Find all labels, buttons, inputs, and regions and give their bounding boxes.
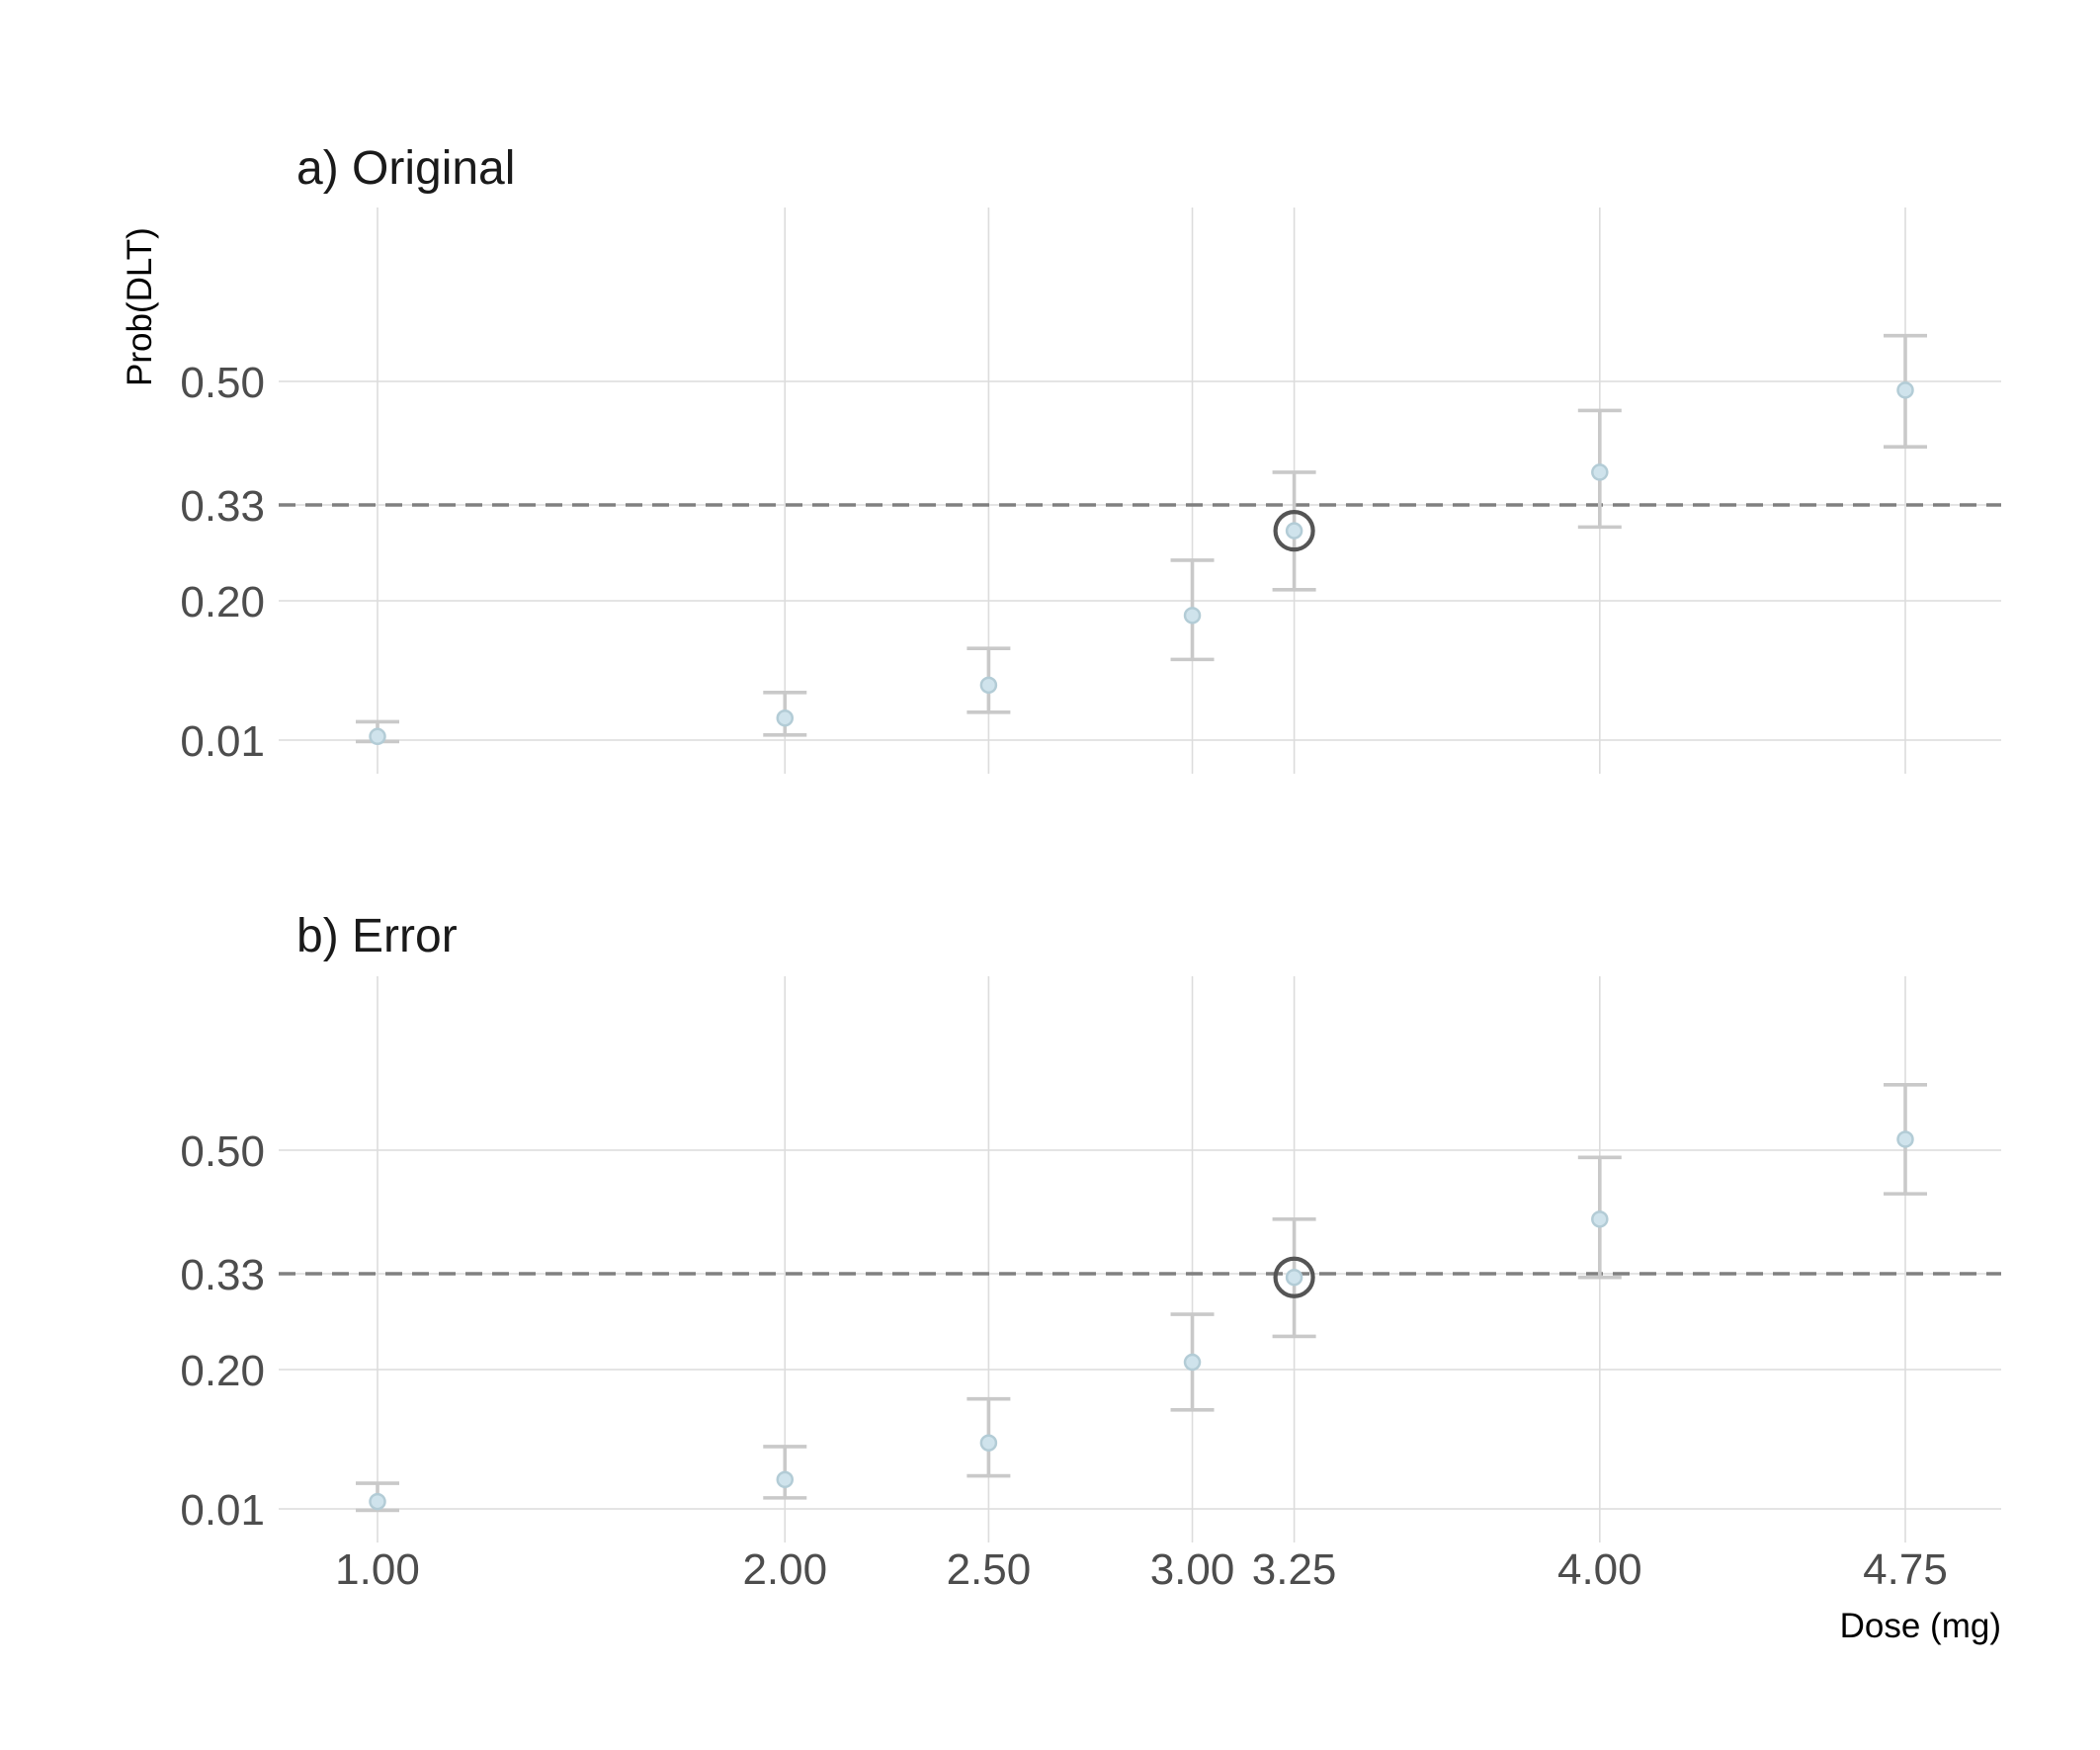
y-tick-label: 0.50 — [180, 359, 265, 407]
x-tick-label: 4.75 — [1863, 1545, 1948, 1594]
selected-dose-marker — [1273, 510, 1315, 552]
data-point — [979, 1434, 998, 1452]
y-tick-label: 0.50 — [180, 1127, 265, 1176]
data-point — [369, 727, 386, 746]
data-point — [1285, 1268, 1303, 1287]
x-tick-label: 2.50 — [947, 1545, 1032, 1594]
panel-original: a) Original 0.01 0.20 0.33 0.50 — [180, 142, 2001, 774]
data-point — [1591, 1210, 1609, 1228]
data-point — [776, 708, 795, 727]
panel-error: b) Error 0.01 0.20 0.33 0.50 — [180, 910, 2001, 1542]
y-tick-label: 0.33 — [180, 1251, 265, 1299]
y-tick-label: 0.20 — [180, 578, 265, 626]
x-axis-tick-labels: 1.00 2.00 2.50 3.00 3.25 4.00 4.75 — [335, 1545, 1948, 1594]
y-tick-label: 0.01 — [180, 717, 265, 766]
panel-title-error: b) Error — [296, 910, 458, 962]
x-axis-title: Dose (mg) — [1840, 1607, 2001, 1645]
selected-dose-marker — [1273, 1256, 1315, 1298]
data-point — [1183, 1353, 1202, 1372]
data-point — [776, 1470, 795, 1489]
x-tick-label: 1.00 — [335, 1545, 420, 1594]
data-point — [1183, 607, 1202, 625]
x-tick-label: 2.00 — [742, 1545, 827, 1594]
y-tick-label: 0.01 — [180, 1486, 265, 1535]
data-point — [1896, 1130, 1914, 1148]
x-tick-label: 4.00 — [1557, 1545, 1642, 1594]
data-point — [1591, 463, 1609, 481]
panel-title-original: a) Original — [296, 142, 515, 195]
y-tick-label: 0.20 — [180, 1347, 265, 1395]
data-point — [1896, 381, 1914, 399]
data-point — [369, 1492, 386, 1511]
x-tick-label: 3.25 — [1252, 1545, 1337, 1594]
y-axis-title: Prob(DLT) — [121, 227, 159, 386]
x-tick-label: 3.00 — [1150, 1545, 1235, 1594]
data-point — [979, 676, 998, 695]
y-tick-label: 0.33 — [180, 482, 265, 531]
data-point — [1285, 522, 1303, 540]
